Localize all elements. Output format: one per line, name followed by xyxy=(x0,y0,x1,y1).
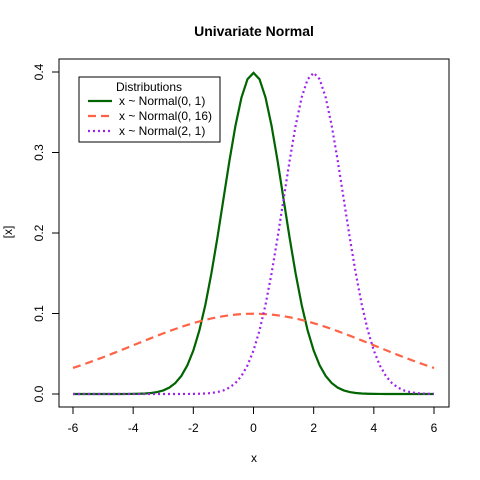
x-axis-label: x xyxy=(251,451,257,465)
x-tick-label: 0 xyxy=(250,421,257,435)
x-tick-label: 2 xyxy=(310,421,317,435)
series-line-3 xyxy=(73,71,435,396)
legend-label-3: x ~ Normal(2, 1) xyxy=(119,124,205,138)
legend-label-1: x ~ Normal(0, 1) xyxy=(119,94,205,108)
x-tick-label: -6 xyxy=(68,421,79,435)
y-ticks: 0.0 0.1 0.2 0.3 0.4 xyxy=(32,63,60,402)
y-tick-label: 0.0 xyxy=(32,385,46,402)
y-tick-label: 0.4 xyxy=(32,63,46,80)
series-line-2 xyxy=(72,312,435,369)
y-axis-label: [x] xyxy=(1,226,15,239)
series-layer xyxy=(72,71,435,396)
legend: Distributions x ~ Normal(0, 1)x ~ Normal… xyxy=(78,76,221,143)
x-ticks: -6 -4 -2 0 2 4 6 xyxy=(68,406,438,435)
x-tick-label: -4 xyxy=(128,421,139,435)
chart-title: Univariate Normal xyxy=(194,23,314,39)
y-tick-label: 0.2 xyxy=(32,224,46,241)
legend-label-2: x ~ Normal(0, 16) xyxy=(119,109,212,123)
x-tick-label: 6 xyxy=(431,421,438,435)
legend-box xyxy=(78,76,221,143)
x-tick-label: 4 xyxy=(370,421,377,435)
legend-entries: x ~ Normal(0, 1)x ~ Normal(0, 16)x ~ Nor… xyxy=(88,94,212,138)
y-tick-label: 0.3 xyxy=(32,144,46,161)
legend-title: Distributions xyxy=(116,80,182,94)
y-tick-label: 0.1 xyxy=(32,305,46,322)
x-tick-label: -2 xyxy=(188,421,199,435)
